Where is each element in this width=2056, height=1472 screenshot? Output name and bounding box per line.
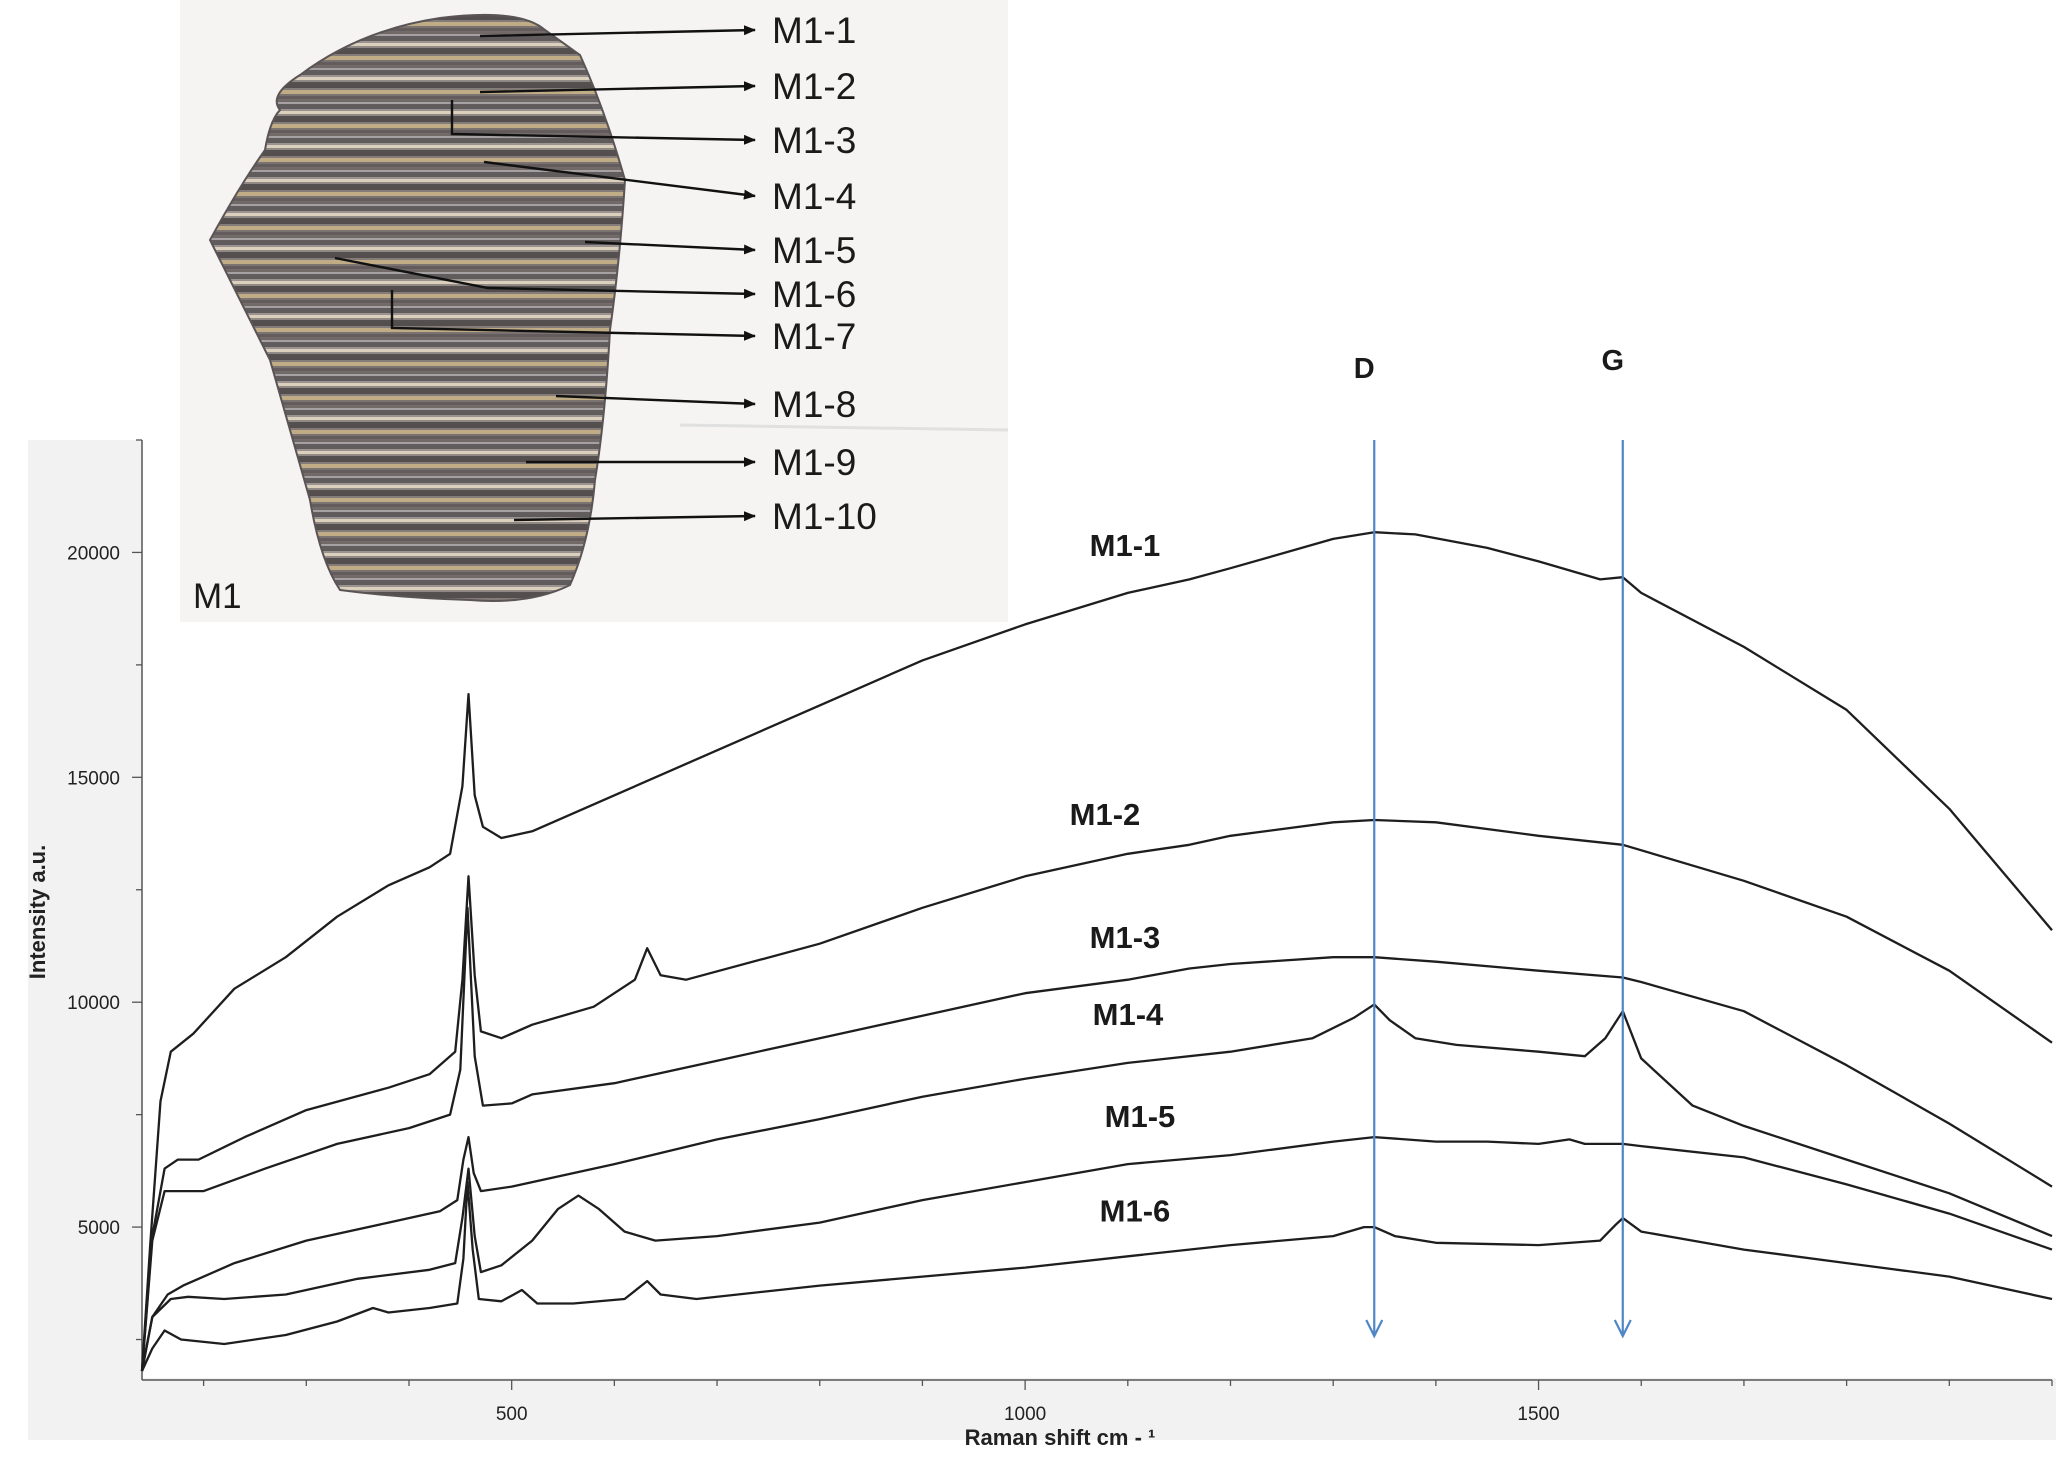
x-tick-label: 500 bbox=[496, 1404, 528, 1425]
sample-inset: M1 M1-1M1-2M1-3M1-4M1-5M1-6M1-7M1-8M1-9M… bbox=[180, 0, 1009, 622]
series-label: M1-5 bbox=[1105, 1099, 1176, 1134]
y-axis-title: Intensity a.u. bbox=[25, 845, 50, 979]
y-tick-label: 15000 bbox=[67, 768, 120, 789]
band-label: D bbox=[1354, 353, 1375, 385]
series-label: M1-2 bbox=[1070, 797, 1141, 832]
inset-sample-label: M1-6 bbox=[772, 274, 856, 315]
inset-pointer-arrow bbox=[555, 394, 756, 409]
inset-pointer-arrow bbox=[479, 81, 756, 94]
inset-title: M1 bbox=[193, 577, 242, 616]
rock-sample-image bbox=[208, 13, 627, 602]
inset-sample-label: M1-1 bbox=[772, 10, 856, 51]
series-label: M1-4 bbox=[1093, 997, 1164, 1032]
spectrum-line-m1-1 bbox=[140, 531, 2053, 1372]
inset-sample-label: M1-9 bbox=[772, 442, 856, 483]
inset-sample-label: M1-8 bbox=[772, 384, 856, 425]
band-arrowhead bbox=[1613, 1319, 1632, 1339]
inset-pointer-arrow bbox=[450, 100, 756, 145]
inset-sample-label: M1-4 bbox=[772, 176, 856, 217]
inset-sample-label: M1-3 bbox=[772, 120, 856, 161]
inset-pointer-arrow bbox=[483, 160, 756, 200]
spectrum-line-m1-2 bbox=[140, 818, 2053, 1372]
x-axis-title: Raman shift cm - ¹ bbox=[965, 1425, 1156, 1450]
series-label: M1-3 bbox=[1090, 920, 1161, 955]
inset-pointer-arrow bbox=[334, 256, 756, 299]
inset-sample-label: M1-2 bbox=[772, 66, 856, 107]
y-axis-ticks: 5000 10000 15000 20000 bbox=[67, 439, 142, 1341]
x-tick-label: 1500 bbox=[1517, 1404, 1559, 1425]
y-tick-label: 10000 bbox=[67, 993, 120, 1014]
band-label: G bbox=[1601, 345, 1624, 377]
y-tick-label: 5000 bbox=[78, 1218, 120, 1239]
inset-sample-labels: M1-1 M1-2 M1-3 M1-4 M1-5M1-6M1-7 M1-8 M1-9 M1-1… bbox=[334, 10, 877, 537]
inset-sample-label: M1-7 bbox=[772, 316, 856, 357]
series-label: M1-1 bbox=[1090, 528, 1161, 563]
inset-divider bbox=[679, 423, 1009, 432]
inset-pointer-arrow bbox=[584, 240, 756, 255]
inset-sample-label: M1-5 bbox=[772, 230, 856, 271]
x-axis-ticks: 500 1000 1500 bbox=[202, 1380, 2053, 1425]
inset-pointer-arrow bbox=[513, 511, 756, 522]
inset-pointer-arrow bbox=[479, 25, 756, 38]
x-tick-label: 1000 bbox=[1004, 1404, 1046, 1425]
band-arrowhead bbox=[1365, 1319, 1384, 1339]
spectrum-line-m1-5 bbox=[140, 1135, 2053, 1372]
spectrum-line-m1-3 bbox=[140, 906, 2053, 1372]
y-tick-label: 20000 bbox=[67, 543, 120, 564]
spectrum-line-m1-6 bbox=[140, 1180, 2053, 1372]
series-label: M1-6 bbox=[1100, 1194, 1171, 1229]
inset-sample-label: M1-10 bbox=[772, 496, 877, 537]
inset-pointer-arrow bbox=[390, 290, 756, 341]
